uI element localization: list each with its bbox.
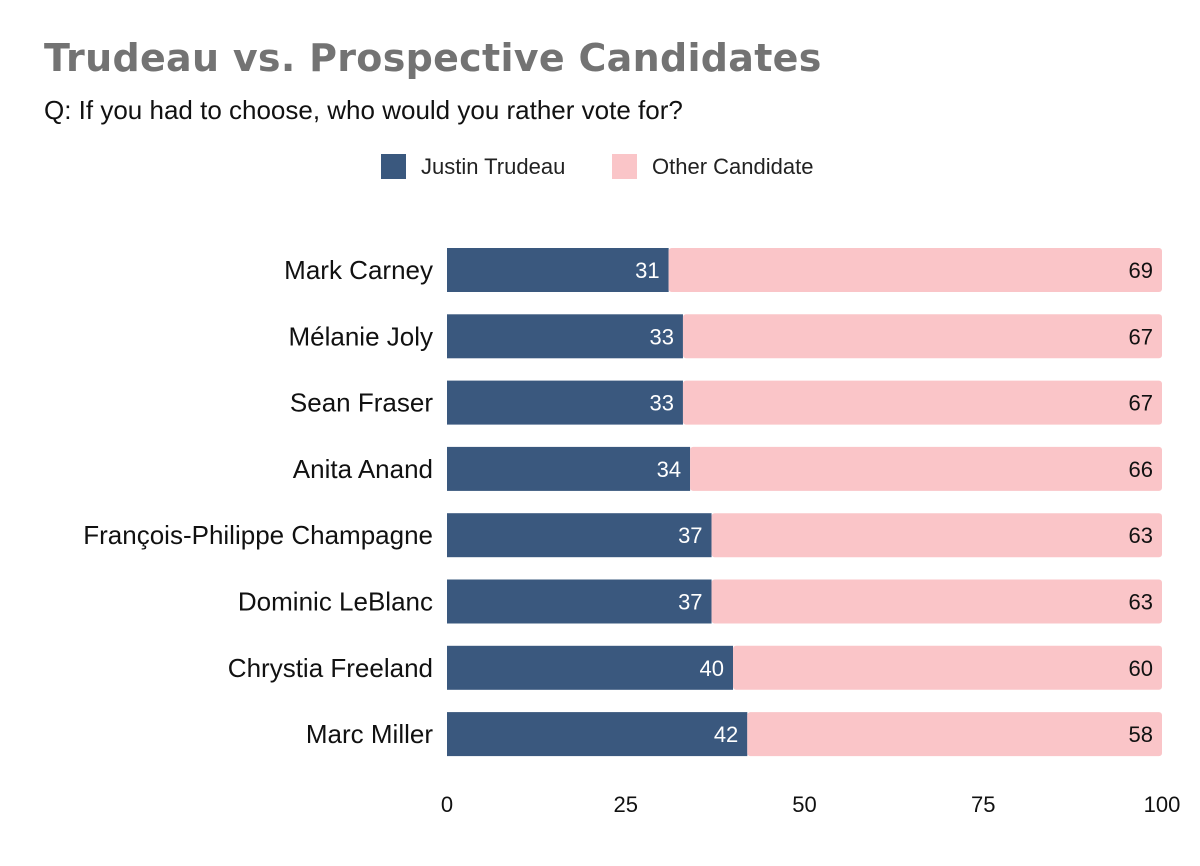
legend-label-other-candidate: Other Candidate xyxy=(652,154,813,179)
x-tick-label-100: 100 xyxy=(1144,792,1181,817)
value-label-other-candidate-sean-fraser: 67 xyxy=(1129,391,1153,416)
bar-justin-trudeau-chrystia-freeland xyxy=(447,645,733,690)
bar-other-candidate-mark-carney xyxy=(668,248,1162,292)
value-label-justin-trudeau-melanie-joly: 33 xyxy=(649,324,673,349)
bar-justin-trudeau-anita-anand xyxy=(447,446,691,491)
value-label-justin-trudeau-chrystia-freeland: 40 xyxy=(700,656,724,681)
value-label-other-candidate-dominic-leblanc: 63 xyxy=(1129,590,1153,615)
legend-label-justin-trudeau: Justin Trudeau xyxy=(421,154,565,179)
chart-title: Trudeau vs. Prospective Candidates xyxy=(44,36,822,80)
bar-other-candidate-dominic-leblanc xyxy=(711,579,1162,624)
legend-swatch-other-candidate xyxy=(612,154,637,179)
bar-other-candidate-marc-miller xyxy=(747,712,1162,757)
bar-justin-trudeau-marc-miller xyxy=(447,712,748,757)
value-label-justin-trudeau-sean-fraser: 33 xyxy=(649,391,673,416)
value-label-justin-trudeau-francois-philippe-champagne: 37 xyxy=(678,523,702,548)
value-label-justin-trudeau-anita-anand: 34 xyxy=(657,457,681,482)
x-tick-label-50: 50 xyxy=(792,792,816,817)
category-labels: Mark Carney Mélanie Joly Sean Fraser Anita … xyxy=(83,255,433,749)
value-label-justin-trudeau-marc-miller: 42 xyxy=(714,722,738,747)
chart-subtitle: Q: If you had to choose, who would you r… xyxy=(44,95,683,125)
value-label-justin-trudeau-mark-carney: 31 xyxy=(635,258,659,283)
bar-other-candidate-anita-anand xyxy=(690,446,1162,491)
x-tick-label-25: 25 xyxy=(614,792,638,817)
chart-legend: Justin Trudeau Other Candidate xyxy=(381,154,813,179)
category-label-marc-miller: Marc Miller xyxy=(306,719,433,749)
value-label-justin-trudeau-dominic-leblanc: 37 xyxy=(678,590,702,615)
bar-justin-trudeau-sean-fraser xyxy=(447,380,683,425)
category-label-chrystia-freeland: Chrystia Freeland xyxy=(228,653,433,683)
x-axis: 0 25 50 75 100 xyxy=(441,792,1180,817)
category-label-sean-fraser: Sean Fraser xyxy=(290,388,433,418)
bar-other-candidate-chrystia-freeland xyxy=(733,645,1162,690)
bar-other-candidate-sean-fraser xyxy=(682,380,1162,425)
value-label-other-candidate-chrystia-freeland: 60 xyxy=(1129,656,1153,681)
category-label-mark-carney: Mark Carney xyxy=(284,255,433,285)
bar-other-candidate-francois-philippe-champagne xyxy=(711,513,1162,558)
chart-bars: 31 69 33 67 33 67 34 66 37 63 37 63 40 60 42 58 xyxy=(447,248,1162,757)
bar-justin-trudeau-mark-carney xyxy=(447,248,669,292)
legend-swatch-justin-trudeau xyxy=(381,154,406,179)
value-label-other-candidate-anita-anand: 66 xyxy=(1129,457,1153,482)
category-label-anita-anand: Anita Anand xyxy=(293,454,433,484)
value-label-other-candidate-marc-miller: 58 xyxy=(1129,722,1153,747)
x-tick-label-0: 0 xyxy=(441,792,453,817)
category-label-dominic-leblanc: Dominic LeBlanc xyxy=(238,587,433,617)
value-label-other-candidate-francois-philippe-champagne: 63 xyxy=(1129,523,1153,548)
value-label-other-candidate-mark-carney: 69 xyxy=(1129,258,1153,283)
bar-justin-trudeau-melanie-joly xyxy=(447,314,683,359)
category-label-francois-philippe-champagne: François-Philippe Champagne xyxy=(83,520,433,550)
bar-justin-trudeau-francois-philippe-champagne xyxy=(447,513,712,558)
x-tick-label-75: 75 xyxy=(971,792,995,817)
category-label-melanie-joly: Mélanie Joly xyxy=(288,321,433,351)
bar-other-candidate-melanie-joly xyxy=(682,314,1162,359)
bar-justin-trudeau-dominic-leblanc xyxy=(447,579,712,624)
value-label-other-candidate-melanie-joly: 67 xyxy=(1129,324,1153,349)
